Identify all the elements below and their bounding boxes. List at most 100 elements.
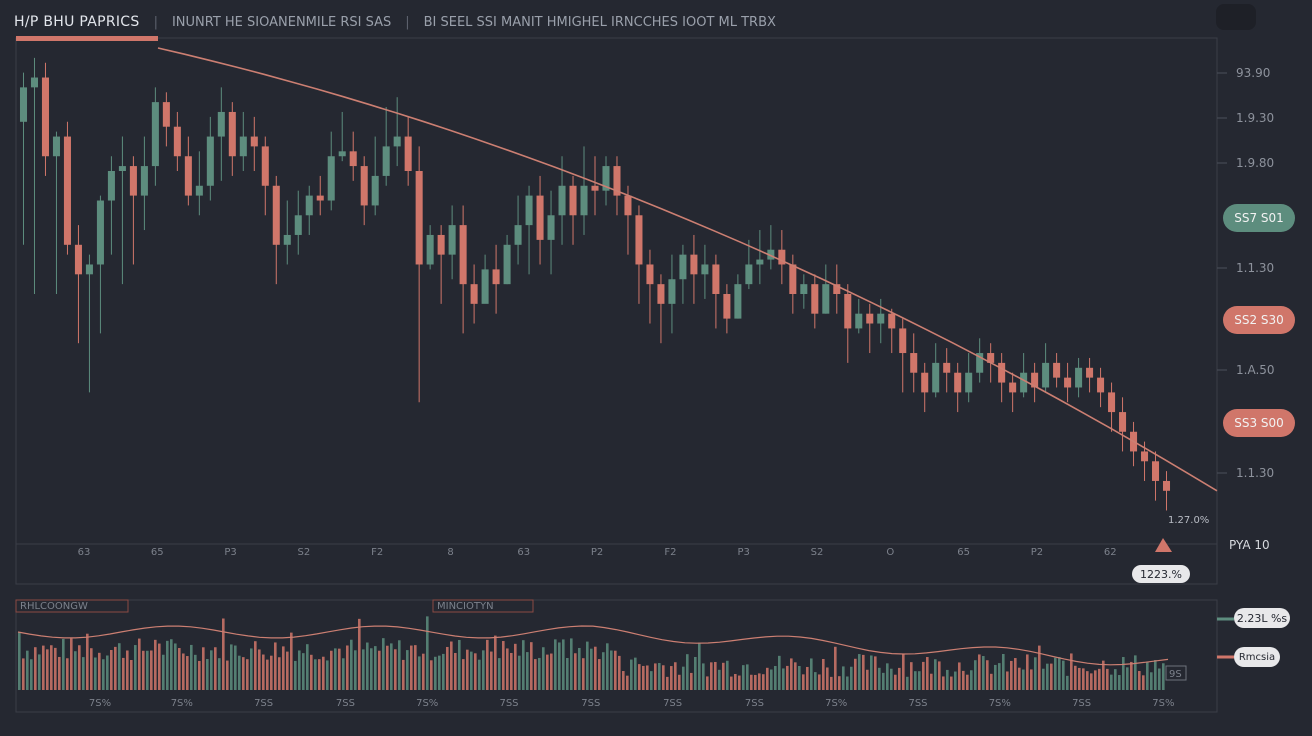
volume-bar [618, 655, 621, 690]
volume-bar [1114, 669, 1117, 690]
candle-body [624, 195, 632, 216]
candle-body [1086, 367, 1094, 378]
volume-bar [150, 650, 153, 690]
volume-bar [1122, 657, 1125, 690]
volume-bar [1082, 668, 1085, 690]
x-tick-label: 63 [78, 547, 91, 558]
candle-body [52, 136, 60, 157]
indicator-pill-1: 2.23L %s [1234, 608, 1290, 628]
candle-body [162, 102, 170, 127]
volume-bar [590, 648, 593, 690]
window-control[interactable] [1216, 4, 1256, 30]
volume-bar [522, 640, 525, 690]
candle-body [294, 215, 302, 235]
indicator-x-tick: 7S% [989, 698, 1011, 709]
volume-bar [258, 649, 261, 690]
volume-bar [430, 660, 433, 690]
indicator-pill-2: Rmcsia [1234, 647, 1280, 667]
header-separator: | [405, 14, 410, 30]
x-axis: 63 65 P3 S2 F2 8 63 P2 F2 P3 S2 O 65 P2 62 [78, 547, 1117, 558]
indicator-x-axis: 7S% 7S% 7SS 7SS 7S% 7SS 7SS 7SS 7SS 7S% 7SS 7S% 7SS 7… [89, 698, 1175, 709]
volume-bar [974, 660, 977, 690]
volume-bar [734, 673, 737, 690]
volume-bar [330, 650, 333, 690]
volume-bar [850, 666, 853, 690]
volume-bar [682, 666, 685, 690]
volume-bar [1086, 671, 1089, 690]
x-tick-label: O [886, 547, 894, 558]
volume-bar [970, 670, 973, 690]
candle-body [844, 294, 852, 329]
volume-bar [1054, 657, 1057, 690]
volume-bar [1034, 657, 1037, 690]
volume-bar [366, 642, 369, 690]
volume-bar [570, 638, 573, 690]
volume-bar [70, 638, 73, 690]
candle-body [525, 195, 533, 226]
candle-body [569, 185, 577, 216]
volume-bar [1134, 655, 1137, 690]
volume-bar [822, 658, 825, 690]
volume-bar [90, 648, 93, 690]
volume-bar [898, 667, 901, 690]
volume-bar [458, 640, 461, 690]
indicator-x-tick: 7SS [254, 698, 273, 709]
volume-bar [58, 656, 61, 690]
volume-bar [238, 655, 241, 690]
volume-bar [118, 643, 121, 690]
candle-body [118, 166, 126, 171]
x-tick-label: S2 [298, 547, 311, 558]
volume-bar [806, 666, 809, 690]
pct-label: 1.27.0% [1168, 515, 1209, 526]
volume-bar [306, 644, 309, 690]
volume-bar [502, 641, 505, 690]
volume-bar [766, 667, 769, 690]
volume-bar [42, 645, 45, 690]
volume-bar [926, 657, 929, 690]
volume-bar [814, 672, 817, 690]
volume-bar [854, 658, 857, 690]
volume-bar [786, 665, 789, 690]
volume-bar [1162, 663, 1165, 690]
volume-bar [1158, 668, 1161, 690]
candle-body [250, 136, 258, 147]
volume-bar [1014, 658, 1017, 690]
volume-bar [954, 671, 957, 690]
volume-bar [1018, 667, 1021, 690]
candle-body [1097, 377, 1105, 393]
indicator-series [17, 616, 1169, 690]
candle-body [360, 166, 368, 206]
volume-bar [566, 658, 569, 690]
volume-bar [86, 633, 89, 690]
candle-body [800, 284, 808, 294]
volume-bar [486, 639, 489, 690]
volume-bar [122, 657, 125, 690]
volume-bar [286, 651, 289, 690]
volume-bar [626, 675, 629, 690]
candle-body [184, 156, 192, 196]
x-tick-label: 65 [151, 547, 164, 558]
candle-body [1119, 412, 1127, 432]
volume-bar [542, 647, 545, 690]
candle-body [371, 175, 379, 206]
x-tick-label: P3 [224, 547, 236, 558]
volume-bar [834, 646, 837, 690]
candle-body [536, 195, 544, 240]
volume-bar [234, 645, 237, 690]
candle-body [228, 111, 236, 157]
volume-bar [650, 671, 653, 690]
candle-body [63, 136, 71, 245]
volume-bar [506, 648, 509, 690]
candle-body [679, 254, 687, 280]
volume-bar [686, 654, 689, 690]
volume-bar [390, 643, 393, 690]
volume-bar [730, 676, 733, 690]
volume-bar [170, 639, 173, 690]
candle-body [646, 264, 654, 285]
volume-bar [798, 665, 801, 690]
candle-body [261, 146, 269, 186]
candle-body [1053, 362, 1061, 378]
volume-bar [526, 652, 529, 690]
x-tick-label: 62 [1104, 547, 1117, 558]
volume-bar [558, 642, 561, 690]
